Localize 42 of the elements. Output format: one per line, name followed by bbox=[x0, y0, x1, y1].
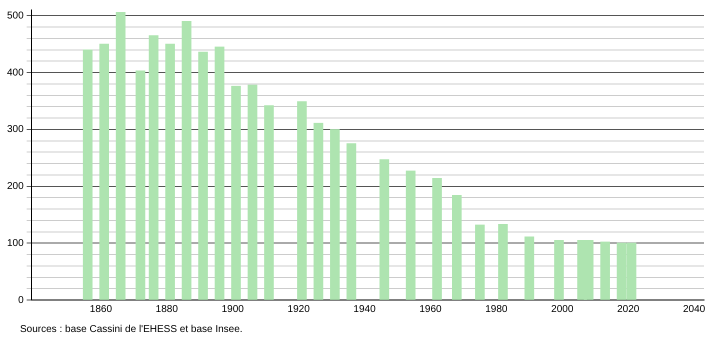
y-tick-label: 400 bbox=[6, 67, 24, 78]
x-tick-label: 2040 bbox=[682, 304, 706, 315]
bar bbox=[214, 46, 224, 300]
bar bbox=[475, 224, 485, 300]
bar bbox=[148, 35, 158, 300]
bar bbox=[554, 240, 564, 300]
x-tick-label: 2000 bbox=[551, 304, 574, 315]
bar bbox=[297, 101, 307, 300]
bar bbox=[346, 143, 356, 300]
x-tick-label: 1980 bbox=[485, 304, 508, 315]
y-tick-label: 100 bbox=[6, 238, 24, 249]
x-tick-label: 2020 bbox=[617, 304, 640, 315]
bar bbox=[498, 224, 508, 300]
bar bbox=[264, 105, 274, 300]
bar bbox=[165, 44, 175, 300]
x-tick-label: 1960 bbox=[419, 304, 442, 315]
y-tick-label: 200 bbox=[6, 181, 24, 192]
bar bbox=[379, 159, 390, 300]
x-tick-label: 1860 bbox=[90, 304, 112, 315]
bar bbox=[116, 12, 126, 300]
bar bbox=[452, 195, 462, 300]
bar bbox=[248, 84, 258, 300]
source-note: Sources : base Cassini de l'EHESS et base Insee. bbox=[20, 324, 243, 335]
bar bbox=[231, 86, 241, 300]
bar bbox=[82, 49, 93, 300]
x-tick-label: 1900 bbox=[222, 304, 244, 315]
bar bbox=[136, 70, 146, 300]
y-tick-label: 0 bbox=[18, 294, 24, 306]
bar bbox=[432, 178, 442, 300]
y-tick-label: 300 bbox=[6, 124, 24, 136]
bar bbox=[330, 129, 340, 300]
x-tick-label: 1880 bbox=[156, 304, 178, 315]
bar bbox=[182, 21, 192, 300]
bar bbox=[198, 52, 208, 300]
bar bbox=[314, 122, 324, 300]
bar bbox=[600, 242, 610, 300]
bar bbox=[406, 170, 416, 300]
x-tick-label: 1920 bbox=[288, 304, 310, 315]
bar bbox=[524, 236, 534, 300]
x-tick-label: 1940 bbox=[353, 304, 376, 315]
y-tick-label: 500 bbox=[6, 10, 24, 22]
bar bbox=[99, 44, 110, 300]
